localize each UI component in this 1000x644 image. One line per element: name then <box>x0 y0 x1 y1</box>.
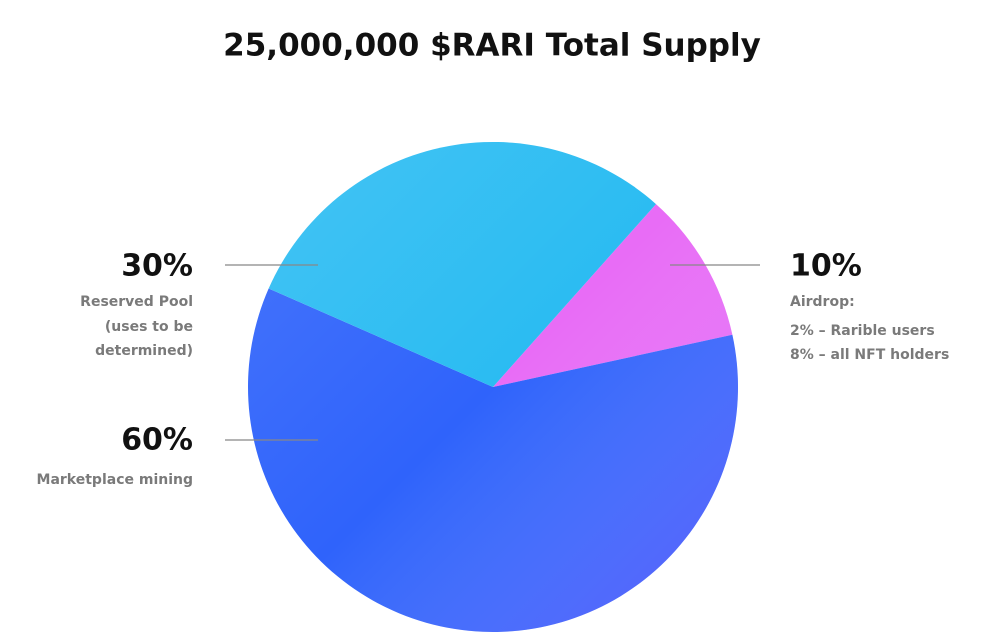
slice-sublabel: 8% – all NFT holders <box>790 347 949 363</box>
slice-sublabel: 2% – Rarible users <box>790 323 935 339</box>
slice-sublabel: determined) <box>95 343 193 359</box>
value-label: 30% <box>121 249 193 284</box>
value-label: 60% <box>121 423 193 458</box>
slice-label: Airdrop: <box>790 294 855 310</box>
labels: 10% Airdrop: 2% – Rarible users 8% – all NF… <box>37 249 950 489</box>
slice-sublabel: (uses to be <box>105 319 193 335</box>
slice-label: Marketplace mining <box>37 472 193 488</box>
chart-title: 25,000,000 $RARI Total Supply <box>223 28 761 64</box>
slice-label: Reserved Pool <box>80 294 193 310</box>
pie <box>247 141 739 633</box>
value-label: 10% <box>790 249 862 284</box>
